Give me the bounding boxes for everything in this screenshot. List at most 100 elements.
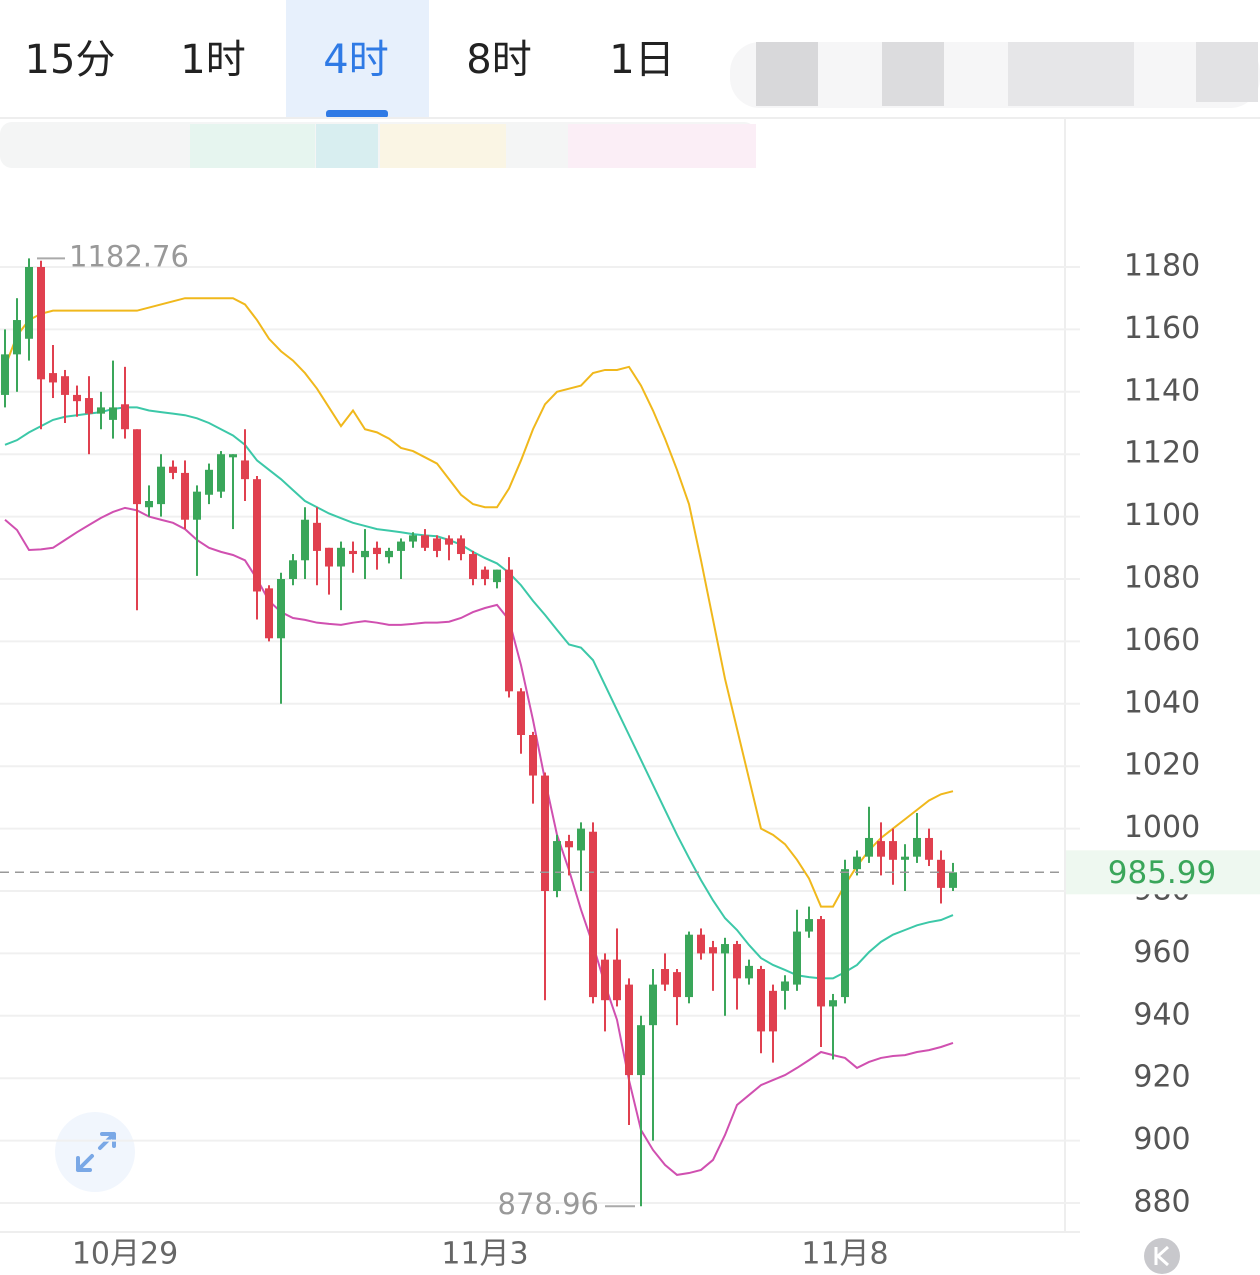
band-line (4, 297, 954, 908)
y-tick-label: 920 (1133, 1060, 1190, 1095)
plot (0, 258, 1080, 1207)
y-tick-label: 940 (1133, 997, 1190, 1032)
tab[interactable]: 1时 (180, 37, 245, 83)
y-tick-label: 1040 (1124, 685, 1200, 720)
candle-body (493, 569, 501, 583)
k-button[interactable] (1144, 1238, 1180, 1274)
y-tick-label: 1100 (1124, 498, 1200, 533)
candle-body (61, 376, 69, 395)
tab[interactable]: 4时 (323, 37, 388, 83)
blur (316, 124, 378, 168)
candle-body (445, 538, 453, 545)
y-tick-label: 1180 (1124, 249, 1200, 284)
candle-body (769, 990, 777, 1032)
candle-body (409, 535, 417, 542)
x-tick-label: 11月3 (441, 1237, 528, 1272)
candle-body (349, 550, 357, 555)
candle-body (289, 560, 297, 579)
candle-body (421, 535, 429, 548)
y-tick-label: 1120 (1124, 436, 1200, 471)
high-label: 1182.76 (69, 239, 189, 273)
blur (190, 124, 315, 168)
candle-body (841, 869, 849, 998)
candle-body (301, 519, 309, 561)
blur (1008, 42, 1134, 106)
candle-body (169, 466, 177, 473)
x-tick-label: 11月8 (801, 1237, 888, 1272)
candle-body (577, 828, 585, 851)
y-tick-label: 960 (1133, 935, 1190, 970)
candle-body (601, 959, 609, 1001)
y-tick-label: 1020 (1124, 748, 1200, 783)
candle-body (337, 547, 345, 567)
candle-body (145, 501, 153, 508)
last-price-bg (1066, 850, 1260, 895)
candle-body (133, 429, 141, 505)
blur (756, 42, 818, 106)
candle-body (661, 969, 669, 985)
candle-body (313, 522, 321, 551)
blur (1196, 42, 1258, 102)
candle-body (325, 547, 333, 567)
candle-body (481, 569, 489, 579)
candle-body (97, 407, 105, 414)
y-tick-label: 1160 (1124, 311, 1200, 346)
candle-body (73, 394, 81, 402)
tab[interactable]: 1日 (609, 37, 674, 83)
candle-body (205, 469, 213, 495)
candle-body (529, 735, 537, 776)
candle-body (757, 969, 765, 1032)
candle-body (541, 775, 549, 891)
candle-body (85, 398, 93, 414)
blur (568, 124, 756, 168)
band-line (4, 506, 954, 1176)
k-bg (1144, 1238, 1180, 1274)
candle-body (25, 267, 33, 339)
candle-body (685, 934, 693, 998)
candle-body (433, 538, 441, 551)
candle-body (505, 569, 513, 692)
active-tab-bg (286, 0, 429, 118)
tab[interactable]: 15分 (25, 37, 116, 83)
candle-body (157, 466, 165, 505)
x-tick-label: 10月29 (72, 1237, 178, 1272)
candle-body (817, 919, 825, 1007)
candle-body (805, 919, 813, 932)
candle-body (913, 837, 921, 857)
candle-body (613, 959, 621, 1001)
candle-body (217, 454, 225, 492)
candle-body (397, 541, 405, 551)
candle-body (109, 407, 117, 420)
blurred-toolbar (730, 42, 1260, 108)
blur (882, 42, 944, 106)
candle-body (469, 554, 477, 579)
candle-body (37, 267, 45, 380)
candle-body (13, 320, 21, 355)
candle-body (277, 579, 285, 639)
candle-body (241, 460, 249, 480)
candle-body (565, 841, 573, 848)
candle-body (253, 479, 261, 592)
y-tick-label: 1080 (1124, 561, 1200, 596)
candle-body (937, 859, 945, 888)
candle-body (793, 931, 801, 985)
tab[interactable]: 8时 (466, 37, 531, 83)
expand-button[interactable] (55, 1112, 135, 1192)
candle-body (229, 454, 237, 458)
candle-body (385, 550, 393, 558)
candle-body (865, 837, 873, 857)
y-tick-label: 1060 (1124, 623, 1200, 658)
candle-body (121, 404, 129, 430)
candle-body (853, 856, 861, 870)
candle-body (901, 856, 909, 860)
candle-body (373, 547, 381, 555)
candle-body (709, 947, 717, 954)
candle-body (181, 472, 189, 520)
y-tick-label: 880 (1133, 1185, 1190, 1220)
candle-body (949, 872, 957, 888)
candle-body (889, 841, 897, 860)
low-label: 878.96 (498, 1187, 599, 1221)
candle-body (637, 1025, 645, 1076)
candle-body (697, 934, 705, 954)
